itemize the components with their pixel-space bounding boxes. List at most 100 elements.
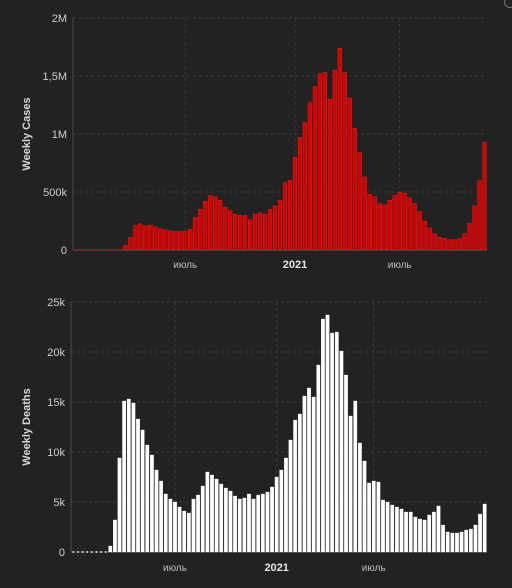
bar	[210, 474, 214, 553]
bar	[462, 233, 467, 251]
bar	[140, 429, 145, 553]
bar	[219, 483, 224, 553]
bar	[478, 513, 482, 553]
x-tick-label: 2021	[283, 259, 307, 271]
bar	[126, 398, 131, 553]
bar	[279, 469, 284, 553]
bar	[104, 249, 107, 251]
bar	[213, 196, 218, 251]
bar	[242, 497, 247, 553]
bar	[408, 511, 413, 553]
bar	[272, 205, 278, 251]
bar	[332, 70, 337, 251]
bar	[168, 230, 173, 251]
y-tick-label: 1,5M	[43, 71, 67, 83]
bar	[173, 231, 178, 251]
bar	[99, 249, 102, 251]
bar	[427, 227, 432, 251]
bar	[173, 501, 177, 553]
bar	[205, 471, 210, 553]
bar	[188, 228, 193, 251]
bar	[159, 480, 163, 553]
bar	[385, 501, 390, 553]
bar	[330, 332, 335, 553]
bar	[284, 457, 288, 553]
bar	[200, 485, 205, 553]
bar	[441, 524, 445, 553]
bar	[133, 225, 138, 251]
bar	[108, 545, 113, 553]
bar	[427, 514, 432, 553]
bar	[387, 199, 392, 251]
bar	[371, 480, 376, 553]
bar	[357, 152, 362, 251]
bar	[163, 493, 168, 553]
bar	[228, 490, 233, 553]
bar	[128, 237, 133, 251]
bar	[196, 494, 200, 553]
bar	[482, 503, 487, 553]
bar	[352, 128, 357, 251]
bar	[297, 137, 302, 251]
bar	[288, 439, 293, 553]
weekly-cases-chart: 0 500k 1M 1,5M 2M июль 2021 июль Weekly Cases	[0, 0, 512, 285]
bar	[154, 469, 159, 553]
y-tick-label: 25k	[47, 297, 65, 309]
bar	[223, 206, 228, 251]
bar	[153, 226, 158, 251]
bar	[417, 211, 422, 251]
bar	[267, 209, 273, 251]
y-tick-label: 15k	[47, 397, 65, 409]
y-tick-label: 0	[61, 245, 67, 257]
bar	[390, 504, 395, 553]
bar	[464, 529, 469, 553]
x-tick-label: 2021	[264, 562, 288, 574]
bar	[293, 419, 298, 553]
bar	[183, 231, 188, 251]
bar	[334, 331, 339, 553]
bar	[302, 122, 307, 251]
bar	[243, 215, 248, 251]
bar	[452, 239, 457, 251]
bar	[203, 201, 208, 251]
bar	[191, 498, 196, 553]
bar	[459, 531, 464, 553]
bar	[413, 516, 418, 553]
resize-handle-icon[interactable]	[504, 0, 512, 8]
bar	[198, 209, 203, 251]
bar	[392, 195, 397, 251]
bar	[436, 505, 441, 553]
x-tick-label: июль	[362, 563, 386, 574]
bar	[218, 199, 223, 251]
bar	[307, 102, 312, 251]
y-tick-label: 10k	[47, 447, 65, 459]
bar	[327, 99, 332, 251]
bar	[228, 210, 233, 251]
bar	[402, 193, 407, 251]
bar	[265, 491, 270, 553]
bar	[248, 219, 253, 251]
bar	[297, 413, 302, 553]
bar	[325, 314, 330, 553]
bar	[422, 519, 427, 553]
bar	[256, 494, 261, 553]
bar	[321, 318, 325, 553]
bar	[90, 551, 93, 553]
bar	[233, 495, 237, 553]
bar	[208, 195, 213, 251]
bar	[117, 457, 122, 553]
bar	[182, 510, 187, 553]
bar	[418, 518, 422, 553]
bar	[282, 182, 288, 251]
bar	[362, 460, 367, 553]
bar	[381, 499, 385, 553]
bar	[367, 194, 372, 251]
bar	[397, 191, 402, 251]
bar	[407, 197, 412, 251]
bar	[122, 400, 127, 553]
bar	[322, 72, 327, 251]
bar	[158, 228, 163, 251]
bar	[395, 506, 399, 553]
bar	[262, 213, 268, 251]
bar	[84, 249, 87, 251]
